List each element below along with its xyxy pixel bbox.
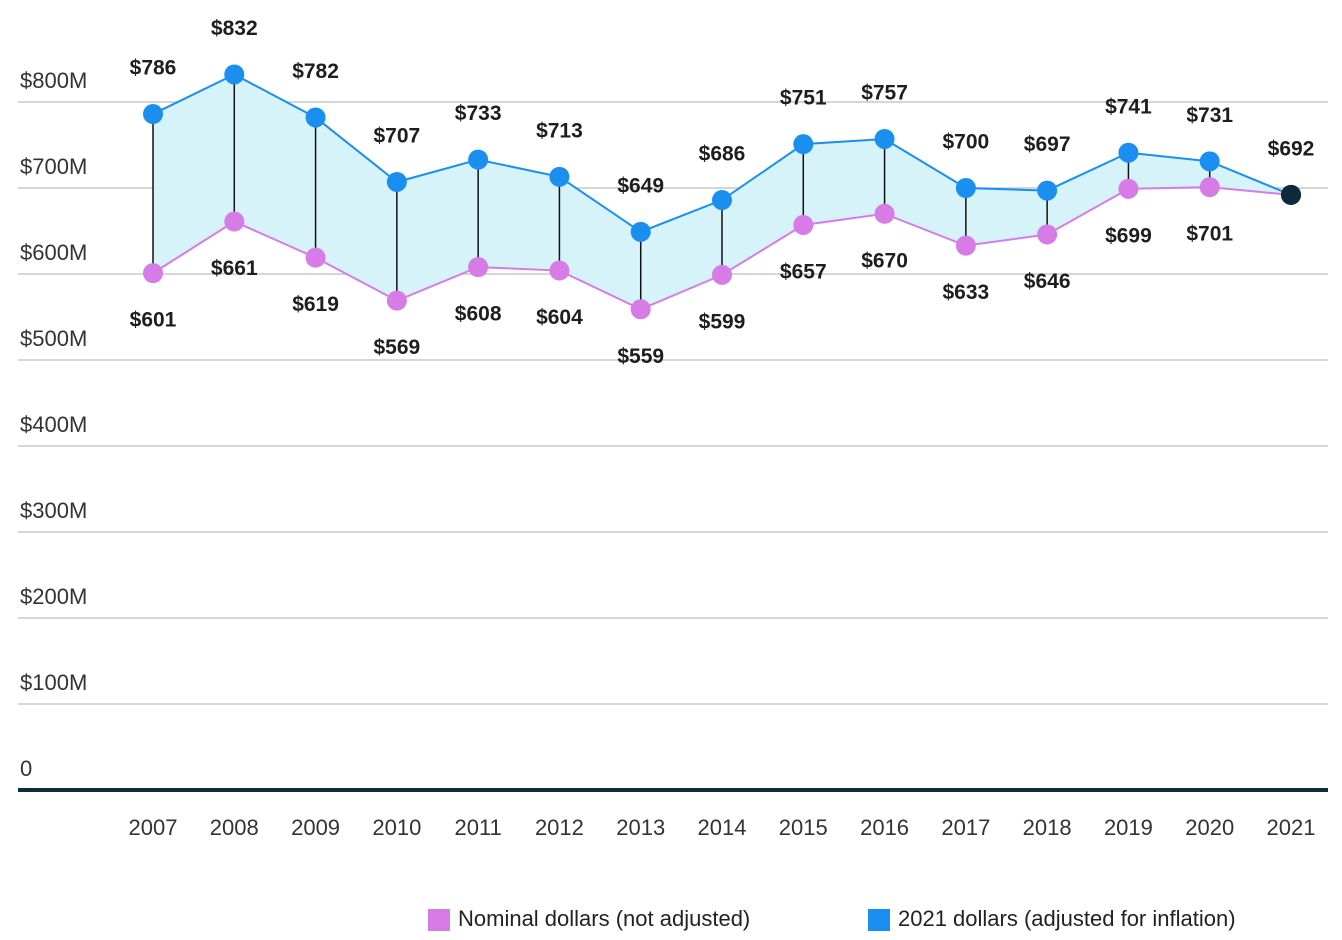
- legend-label: 2021 dollars (adjusted for inflation): [898, 906, 1236, 931]
- y-tick-label: $800M: [20, 68, 87, 93]
- point: [224, 211, 245, 232]
- data-label: $646: [1024, 270, 1071, 293]
- data-label: $697: [1024, 133, 1071, 156]
- point: [305, 107, 326, 128]
- point: [793, 214, 814, 235]
- point: [955, 178, 976, 198]
- data-label: $700: [942, 131, 989, 154]
- x-tick-label: 2009: [291, 815, 340, 840]
- data-label: $670: [861, 249, 908, 272]
- x-tick-label: 2016: [860, 815, 909, 840]
- point: [549, 166, 570, 187]
- x-tick-label: 2012: [535, 815, 584, 840]
- data-label: $832: [211, 17, 258, 40]
- point: [630, 221, 651, 242]
- y-tick-label: $200M: [20, 584, 87, 609]
- data-label: $599: [699, 310, 746, 333]
- data-label: $751: [780, 87, 827, 110]
- data-label: $686: [699, 143, 746, 166]
- point: [874, 203, 895, 224]
- data-label: $701: [1186, 223, 1233, 246]
- y-tick-label: $700M: [20, 154, 87, 179]
- y-tick-label: $500M: [20, 326, 87, 351]
- x-tick-label: 2011: [454, 815, 501, 840]
- x-tick-label: 2007: [129, 815, 178, 840]
- point: [955, 235, 976, 256]
- data-label: $608: [455, 303, 502, 326]
- data-label: $569: [373, 336, 420, 359]
- point: [386, 171, 407, 192]
- point: [305, 247, 326, 268]
- point: [712, 190, 732, 211]
- data-label: $601: [130, 309, 177, 332]
- data-label: $782: [292, 60, 339, 83]
- x-tick-label: 2013: [616, 815, 665, 840]
- point: [1037, 180, 1058, 201]
- legend-swatch: [868, 909, 890, 931]
- x-tick-label: 2015: [779, 815, 828, 840]
- point: [549, 260, 570, 281]
- y-tick-label: $100M: [20, 670, 87, 695]
- data-label: $633: [942, 281, 989, 304]
- data-label: $707: [373, 125, 420, 148]
- point: [143, 104, 163, 125]
- legend-label: Nominal dollars (not adjusted): [458, 906, 750, 931]
- y-tick-label: $400M: [20, 412, 87, 437]
- point: [712, 264, 732, 285]
- data-label: $713: [536, 119, 583, 142]
- data-label: $619: [292, 293, 339, 316]
- data-label: $741: [1105, 95, 1152, 118]
- legend-swatch: [428, 909, 450, 931]
- data-label: $649: [617, 174, 664, 197]
- x-tick-label: 2008: [210, 815, 259, 840]
- point: [224, 64, 245, 85]
- data-label: $559: [617, 345, 664, 368]
- point: [1281, 184, 1301, 205]
- point: [468, 257, 489, 278]
- y-tick-label: $300M: [20, 498, 87, 523]
- point: [1199, 177, 1220, 198]
- point: [1199, 151, 1220, 172]
- x-tick-label: 2020: [1185, 815, 1234, 840]
- point: [1118, 178, 1139, 199]
- point: [874, 128, 895, 149]
- x-tick-label: 2021: [1267, 815, 1316, 840]
- data-label: $699: [1105, 224, 1152, 247]
- x-tick-label: 2019: [1104, 815, 1153, 840]
- point: [630, 299, 651, 320]
- point: [1118, 142, 1139, 163]
- point: [143, 263, 163, 284]
- data-label: $733: [455, 102, 502, 125]
- x-tick-label: 2017: [941, 815, 990, 840]
- data-label: $757: [861, 82, 908, 105]
- data-label: $731: [1186, 104, 1233, 127]
- x-tick-label: 2018: [1023, 815, 1072, 840]
- point: [793, 134, 814, 155]
- data-label: $657: [780, 261, 827, 284]
- band-fill: [153, 74, 1291, 310]
- x-tick-label: 2014: [698, 815, 747, 840]
- point: [386, 290, 407, 311]
- point: [1037, 224, 1058, 245]
- point: [468, 149, 489, 170]
- y-tick-label: 0: [20, 756, 32, 781]
- data-label: $661: [211, 257, 258, 280]
- x-tick-label: 2010: [372, 815, 421, 840]
- data-label: $604: [536, 306, 583, 329]
- data-label: $786: [130, 57, 177, 80]
- y-tick-label: $600M: [20, 240, 87, 265]
- data-label: $692: [1268, 137, 1315, 160]
